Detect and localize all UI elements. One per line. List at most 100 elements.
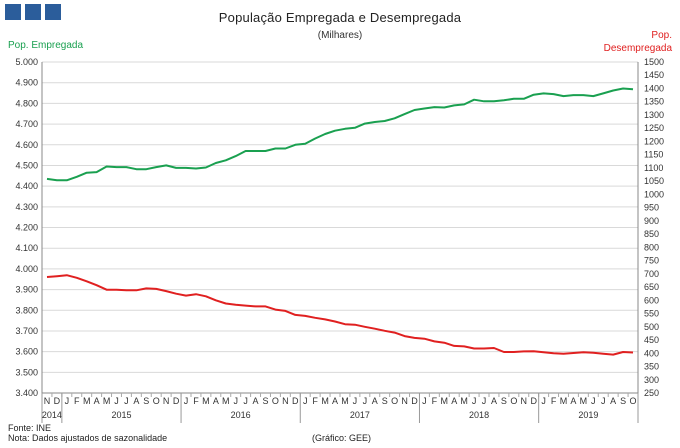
month-tick-label: J bbox=[591, 396, 596, 406]
year-label: 2014 bbox=[42, 410, 62, 420]
month-tick-label: M bbox=[321, 396, 329, 406]
month-tick-label: M bbox=[222, 396, 230, 406]
year-label: 2017 bbox=[350, 410, 370, 420]
month-tick-label: A bbox=[253, 396, 259, 406]
left-tick-label: 3.700 bbox=[15, 326, 38, 336]
year-label: 2018 bbox=[469, 410, 489, 420]
right-tick-label: 550 bbox=[644, 309, 659, 319]
month-tick-label: J bbox=[422, 396, 427, 406]
left-tick-label: 4.100 bbox=[15, 243, 38, 253]
month-tick-label: M bbox=[341, 396, 349, 406]
month-tick-label: S bbox=[501, 396, 507, 406]
left-tick-label: 4.400 bbox=[15, 181, 38, 191]
month-tick-label: A bbox=[610, 396, 616, 406]
right-tick-label: 450 bbox=[644, 335, 659, 345]
month-tick-label: A bbox=[372, 396, 378, 406]
month-tick-label: J bbox=[363, 396, 368, 406]
right-tick-label: 1000 bbox=[644, 189, 664, 199]
month-tick-label: M bbox=[580, 396, 588, 406]
right-axis-label-line1: Pop. bbox=[651, 30, 672, 41]
month-tick-label: J bbox=[541, 396, 546, 406]
month-tick-label: J bbox=[114, 396, 119, 406]
year-label: 2015 bbox=[111, 410, 131, 420]
left-tick-label: 4.200 bbox=[15, 223, 38, 233]
month-tick-label: J bbox=[233, 396, 238, 406]
right-tick-label: 350 bbox=[644, 362, 659, 372]
right-axis-label-line2: Desempregada bbox=[603, 43, 672, 54]
right-tick-label: 400 bbox=[644, 348, 659, 358]
left-tick-label: 3.800 bbox=[15, 305, 38, 315]
left-tick-label: 4.500 bbox=[15, 160, 38, 170]
month-tick-label: M bbox=[460, 396, 468, 406]
left-tick-label: 4.600 bbox=[15, 140, 38, 150]
logo-square bbox=[25, 4, 41, 20]
month-tick-label: M bbox=[103, 396, 111, 406]
chart-title: População Empregada e Desempregada bbox=[218, 10, 462, 25]
gridlines bbox=[42, 61, 638, 394]
left-tick-label: 3.400 bbox=[15, 388, 38, 398]
right-tick-label: 650 bbox=[644, 282, 659, 292]
chart-credit: (Gráfico: GEE) bbox=[312, 433, 372, 443]
left-tick-label: 4.900 bbox=[15, 78, 38, 88]
logo-square bbox=[45, 4, 61, 20]
right-tick-label: 900 bbox=[644, 216, 659, 226]
series-lines bbox=[46, 87, 634, 356]
month-tick-label: N bbox=[521, 396, 528, 406]
left-tick-label: 4.000 bbox=[15, 264, 38, 274]
month-tick-label: A bbox=[491, 396, 497, 406]
month-tick-label: O bbox=[510, 396, 517, 406]
month-tick-label: J bbox=[124, 396, 129, 406]
month-tick-label: O bbox=[630, 396, 637, 406]
right-tick-label: 250 bbox=[644, 388, 659, 398]
month-tick-label: D bbox=[54, 396, 61, 406]
month-tick-label: S bbox=[262, 396, 268, 406]
month-tick-label: M bbox=[560, 396, 568, 406]
right-tick-label: 950 bbox=[644, 203, 659, 213]
month-tick-label: M bbox=[83, 396, 91, 406]
month-tick-label: F bbox=[432, 396, 438, 406]
left-tick-label: 4.700 bbox=[15, 119, 38, 129]
month-tick-label: F bbox=[312, 396, 318, 406]
month-tick-label: F bbox=[74, 396, 80, 406]
month-tick-label: A bbox=[332, 396, 338, 406]
right-tick-label: 1350 bbox=[644, 97, 664, 107]
month-tick-label: A bbox=[213, 396, 219, 406]
month-tick-label: D bbox=[411, 396, 418, 406]
month-tick-label: A bbox=[94, 396, 100, 406]
right-tick-label: 1500 bbox=[644, 57, 664, 67]
right-tick-label: 1050 bbox=[644, 176, 664, 186]
month-tick-label: J bbox=[243, 396, 248, 406]
right-tick-label: 700 bbox=[644, 269, 659, 279]
brand-logo bbox=[5, 4, 65, 20]
month-tick-label: M bbox=[441, 396, 449, 406]
year-label: 2016 bbox=[231, 410, 251, 420]
right-tick-label: 1150 bbox=[644, 150, 663, 160]
right-tick-label: 1250 bbox=[644, 123, 664, 133]
month-tick-label: D bbox=[173, 396, 180, 406]
month-tick-label: J bbox=[601, 396, 606, 406]
month-tick-label: A bbox=[133, 396, 139, 406]
chart-subtitle: (Milhares) bbox=[317, 30, 363, 41]
left-tick-label: 4.800 bbox=[15, 98, 38, 108]
left-tick-label: 4.300 bbox=[15, 202, 38, 212]
unemployed-series-line bbox=[46, 274, 634, 356]
month-tick-label: O bbox=[391, 396, 398, 406]
right-axis-label: Pop. Desempregada bbox=[604, 29, 672, 55]
employed-series-line bbox=[46, 87, 634, 182]
right-tick-label: 1100 bbox=[644, 163, 663, 173]
month-tick-label: J bbox=[482, 396, 487, 406]
right-tick-label: 1300 bbox=[644, 110, 664, 120]
source-note: Fonte: INE bbox=[8, 423, 52, 433]
left-axis-label: Pop. Empregada bbox=[8, 40, 84, 51]
right-tick-label: 1200 bbox=[644, 136, 664, 146]
month-tick-label: O bbox=[153, 396, 160, 406]
right-tick-label: 300 bbox=[644, 375, 659, 385]
month-tick-label: N bbox=[282, 396, 289, 406]
left-tick-label: 3.900 bbox=[15, 285, 38, 295]
right-tick-label: 1400 bbox=[644, 83, 664, 93]
left-tick-label: 5.000 bbox=[15, 57, 38, 67]
month-tick-label: D bbox=[530, 396, 537, 406]
left-tick-label: 3.600 bbox=[15, 347, 38, 357]
logo-square bbox=[5, 4, 21, 20]
